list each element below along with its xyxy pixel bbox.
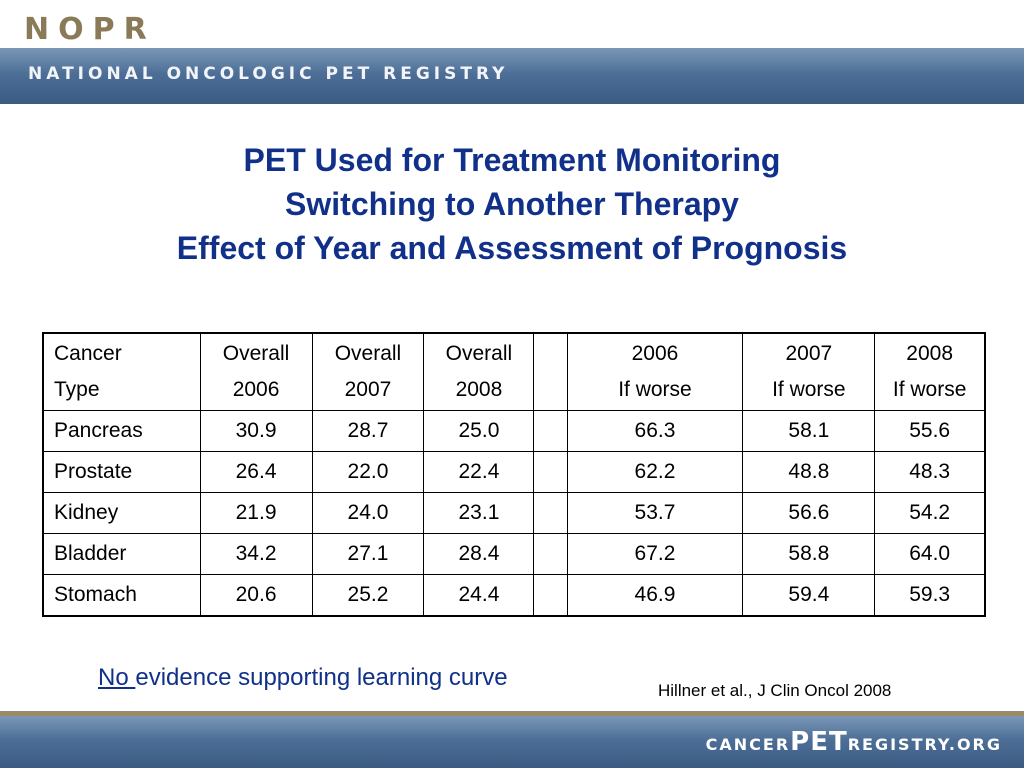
value-cell: 48.8 bbox=[742, 451, 876, 493]
footer-part-1: CANCER bbox=[705, 735, 791, 754]
header-cell-line: Type bbox=[54, 378, 100, 401]
value-cell: 59.3 bbox=[874, 574, 986, 617]
value-cell: 24.0 bbox=[311, 492, 425, 534]
data-table: Cancer Type Overall 2006 Overall 2007 Overall 2… bbox=[42, 332, 986, 617]
header-row: Cancer Type Overall 2006 Overall 2007 Overall 2… bbox=[42, 332, 986, 411]
value-cell: 54.2 bbox=[874, 492, 986, 534]
header-cell-line: 2008 bbox=[906, 342, 954, 365]
value-cell bbox=[533, 492, 568, 534]
value-cell: 58.8 bbox=[742, 533, 876, 575]
table-row: Prostate 26.4 22.0 22.4 62.2 48.8 48.3 bbox=[42, 451, 986, 493]
header-cell-line: If worse bbox=[892, 378, 967, 401]
value-cell: 23.1 bbox=[423, 492, 535, 534]
table-row: Kidney 21.9 24.0 23.1 53.7 56.6 54.2 bbox=[42, 492, 986, 534]
value-cell: 28.4 bbox=[423, 533, 535, 575]
header-cell-line: 2007 bbox=[785, 342, 833, 365]
note-underlined: No bbox=[98, 664, 136, 691]
header-cell-line: Overall bbox=[334, 342, 402, 365]
header-cell bbox=[533, 332, 568, 411]
value-cell: 28.7 bbox=[311, 410, 425, 452]
header-band: NATIONAL ONCOLOGIC PET REGISTRY bbox=[0, 48, 1024, 104]
footer-url: CANCERPETREGISTRY.ORG bbox=[706, 727, 1002, 757]
value-cell: 21.9 bbox=[199, 492, 313, 534]
header-cell-line: If worse bbox=[772, 378, 846, 401]
table-body: Cancer Type Overall 2006 Overall 2007 Overall 2… bbox=[42, 332, 986, 617]
header-cell-line: If worse bbox=[618, 378, 692, 401]
learning-curve-note: No evidence supporting learning curve bbox=[98, 664, 508, 692]
value-cell bbox=[533, 574, 568, 617]
value-cell: 64.0 bbox=[874, 533, 986, 575]
header-cell-line: 2007 bbox=[344, 378, 392, 401]
nopr-logo: NOPR bbox=[24, 12, 156, 47]
header-cell: 2008 If worse bbox=[874, 332, 986, 411]
title-line-3: Effect of Year and Assessment of Prognos… bbox=[176, 230, 848, 266]
value-cell bbox=[533, 410, 568, 452]
header-cell: Overall 2006 bbox=[199, 332, 313, 411]
slide-title: PET Used for Treatment Monitoring Switch… bbox=[0, 138, 1024, 270]
header-cell: 2007 If worse bbox=[742, 332, 876, 411]
registry-name: NATIONAL ONCOLOGIC PET REGISTRY bbox=[28, 64, 509, 84]
table-row: Stomach 20.6 25.2 24.4 46.9 59.4 59.3 bbox=[42, 574, 986, 617]
value-cell: 56.6 bbox=[742, 492, 876, 534]
title-line-2: Switching to Another Therapy bbox=[285, 186, 739, 222]
header-cell-line: 2008 bbox=[455, 378, 503, 401]
cancer-type-cell: Kidney bbox=[42, 492, 201, 534]
footer-rule bbox=[0, 711, 1024, 716]
table-row: Pancreas 30.9 28.7 25.0 66.3 58.1 55.6 bbox=[42, 410, 986, 452]
cancer-type-cell: Stomach bbox=[42, 574, 201, 617]
value-cell: 58.1 bbox=[742, 410, 876, 452]
value-cell: 27.1 bbox=[311, 533, 425, 575]
value-cell: 22.0 bbox=[311, 451, 425, 493]
header-cell-line: 2006 bbox=[631, 342, 679, 365]
value-cell bbox=[533, 533, 568, 575]
header-cell-line: Overall bbox=[445, 342, 513, 365]
header-cell-line: Overall bbox=[222, 342, 290, 365]
note-text: evidence supporting learning curve bbox=[135, 664, 508, 691]
table-row: Bladder 34.2 27.1 28.4 67.2 58.8 64.0 bbox=[42, 533, 986, 575]
footer-part-2: PET bbox=[790, 727, 848, 757]
header-cell-line: Cancer bbox=[54, 342, 122, 365]
value-cell: 20.6 bbox=[199, 574, 313, 617]
cancer-type-cell: Bladder bbox=[42, 533, 201, 575]
cancer-type-cell: Pancreas bbox=[42, 410, 201, 452]
value-cell: 66.3 bbox=[566, 410, 744, 452]
header-cell: Overall 2008 bbox=[423, 332, 535, 411]
value-cell bbox=[533, 451, 568, 493]
title-line-1: PET Used for Treatment Monitoring bbox=[243, 142, 781, 178]
header-cell: 2006 If worse bbox=[566, 332, 744, 411]
value-cell: 25.2 bbox=[311, 574, 425, 617]
value-cell: 53.7 bbox=[566, 492, 744, 534]
header-cell: Overall 2007 bbox=[311, 332, 425, 411]
footer-part-3: REGISTRY.ORG bbox=[847, 735, 1002, 754]
value-cell: 25.0 bbox=[423, 410, 535, 452]
value-cell: 55.6 bbox=[874, 410, 986, 452]
value-cell: 34.2 bbox=[199, 533, 313, 575]
value-cell: 26.4 bbox=[199, 451, 313, 493]
value-cell: 62.2 bbox=[566, 451, 744, 493]
value-cell: 46.9 bbox=[566, 574, 744, 617]
value-cell: 67.2 bbox=[566, 533, 744, 575]
value-cell: 59.4 bbox=[742, 574, 876, 617]
value-cell: 24.4 bbox=[423, 574, 535, 617]
header-cell-line: 2006 bbox=[232, 378, 280, 401]
value-cell: 22.4 bbox=[423, 451, 535, 493]
value-cell: 30.9 bbox=[199, 410, 313, 452]
footer-band: CANCERPETREGISTRY.ORG bbox=[0, 716, 1024, 768]
citation: Hillner et al., J Clin Oncol 2008 bbox=[658, 681, 892, 700]
header-cell: Cancer Type bbox=[42, 332, 201, 411]
value-cell: 48.3 bbox=[874, 451, 986, 493]
cancer-type-cell: Prostate bbox=[42, 451, 201, 493]
